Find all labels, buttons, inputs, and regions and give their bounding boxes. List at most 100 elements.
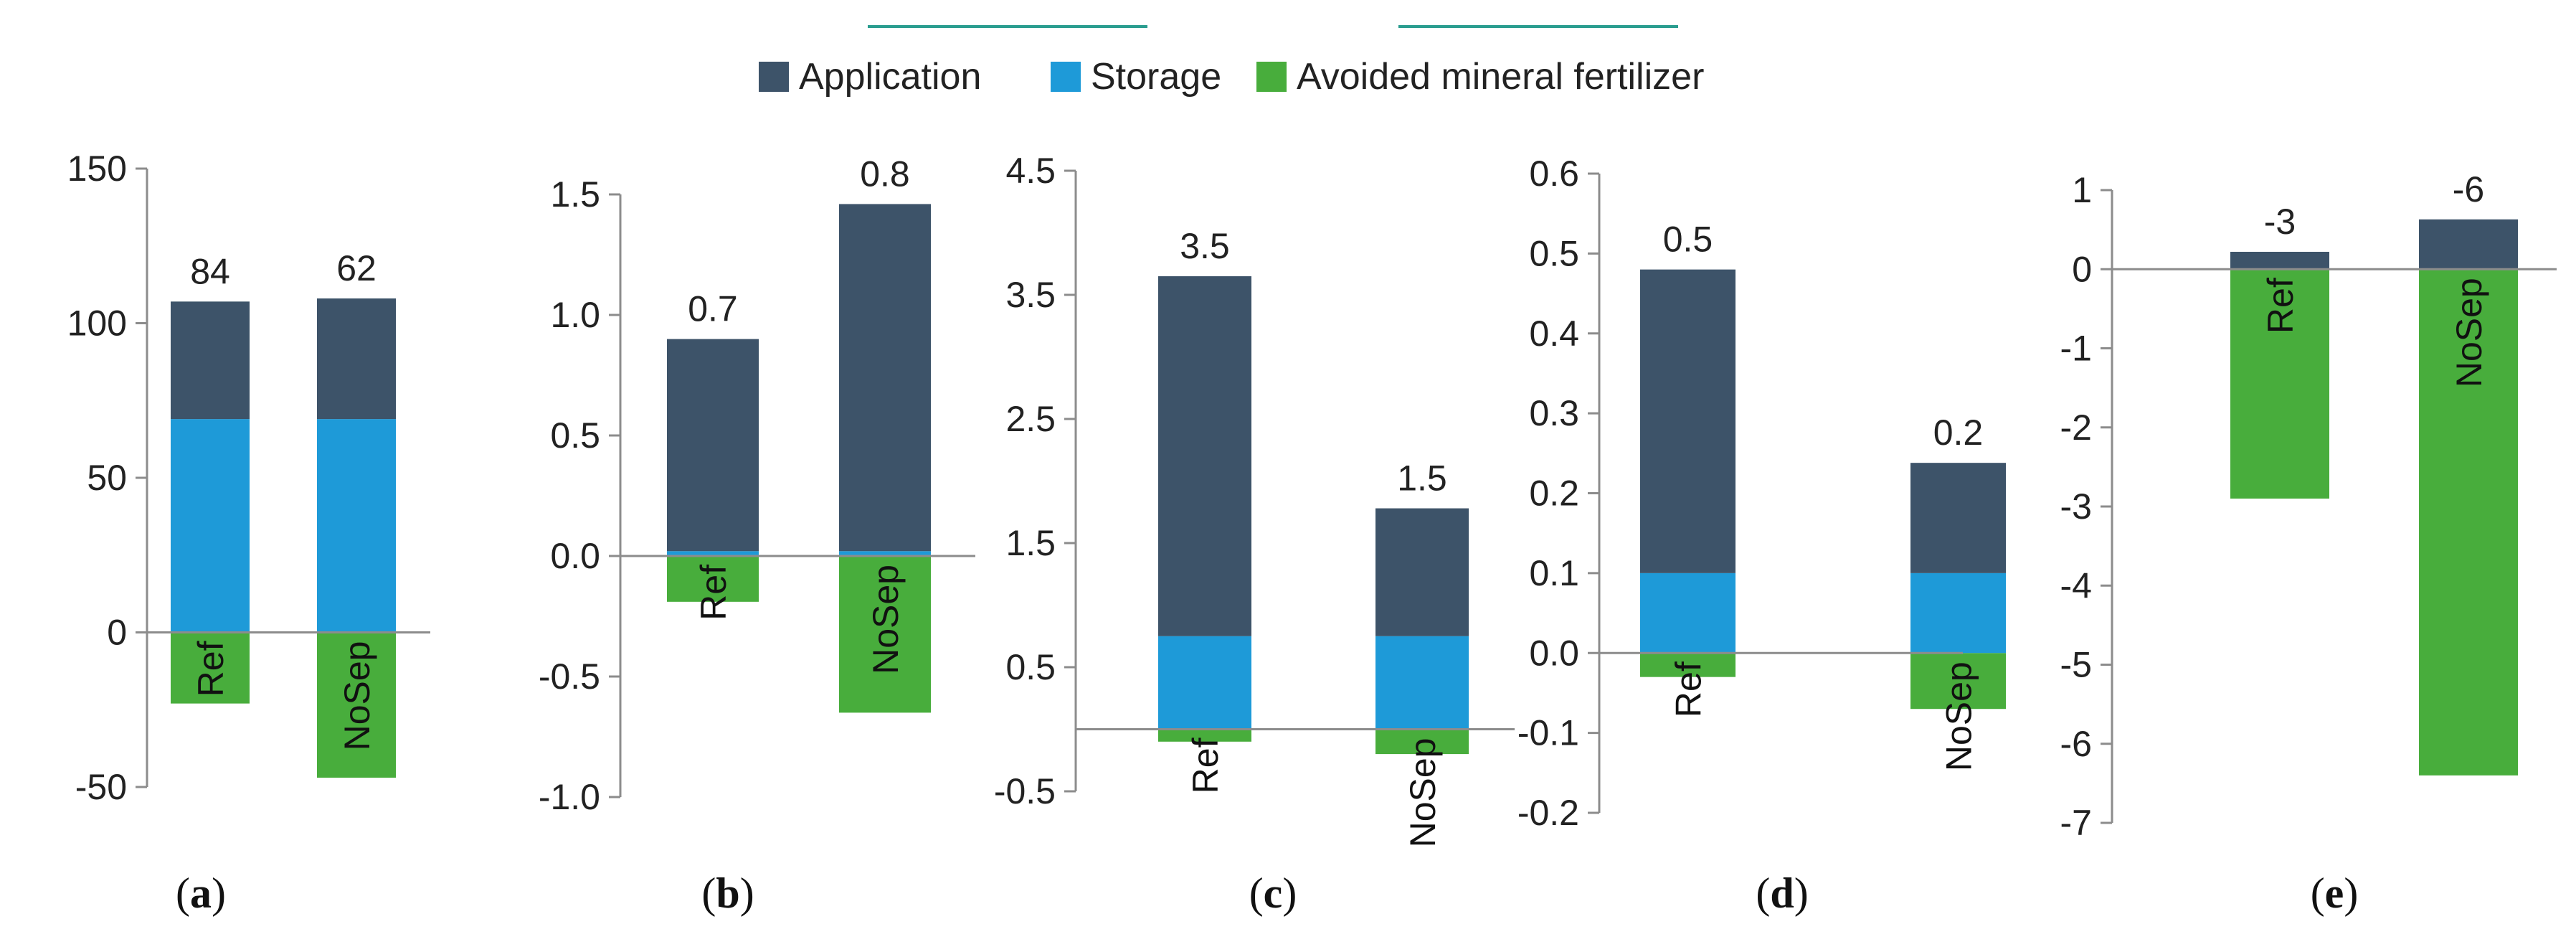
data-label: 0.7 [688,289,738,329]
y-tick-label: -0.2 [1517,793,1579,833]
y-tick-label: 1.5 [550,174,600,215]
bar-avoided-mineral-fertilizer [1640,653,1736,677]
bar-application [1640,269,1736,573]
y-tick-label: -2 [2060,407,2092,448]
bar-storage [667,551,759,556]
bar-avoided-mineral-fertilizer [839,556,931,713]
y-tick-label: -0.5 [994,771,1056,811]
legend-item: Avoided mineral fertilizer [1256,56,1704,98]
bar-application [171,301,250,420]
y-tick-label: 0 [2072,249,2092,289]
panel-e: -7 -6 -5 -4 -3 -2 -1 0 1 -3 Ref -6 NoSep (e) [2060,169,2557,917]
y-tick-label: 0.3 [1529,393,1579,433]
bar-application [2230,251,2329,270]
bar-storage [171,419,250,633]
y-tick-label: -0.5 [539,656,600,697]
data-label: 3.5 [1180,226,1230,266]
bar-avoided-mineral-fertilizer [317,632,396,778]
bar-avoided-mineral-fertilizer [2419,269,2518,776]
y-tick-label: 0.0 [1529,633,1579,673]
y-tick-label: 3.5 [1005,275,1056,315]
y-tick-label: 1.5 [1005,523,1056,563]
chart-panels: -5005010015084Ref62NoSep(a)-1.0-0.50.00.… [67,149,2557,917]
y-tick-label: 2.5 [1005,399,1056,439]
bar-application [839,204,931,552]
bar-application [2419,219,2518,270]
bar-avoided-mineral-fertilizer [667,556,759,602]
bar-avoided-mineral-fertilizer [1375,729,1469,755]
bar-application [317,298,396,420]
category-label: NoSep [2449,278,2489,387]
category-label: NoSep [1939,661,1979,771]
category-label: NoSep [1403,738,1443,848]
bar-avoided-mineral-fertilizer [1910,653,2006,710]
bar-avoided-mineral-fertilizer [2230,269,2329,499]
y-tick-label: 0.2 [1529,473,1579,514]
category-label: Ref [2260,278,2301,334]
bar-application [1375,508,1469,636]
bar-storage [317,419,396,633]
panel-label: (d) [1756,869,1808,917]
data-label: 1.5 [1397,458,1447,499]
y-tick-label: 0.4 [1529,314,1579,354]
y-tick-label: -4 [2060,565,2092,605]
y-tick-label: 150 [67,149,127,189]
bar-avoided-mineral-fertilizer [171,632,250,704]
y-tick-label: 0.0 [550,536,600,576]
bar-storage [839,551,931,556]
panel-a: -50 0 50 100 150 84 Ref 62 NoSep (a) [67,149,430,917]
y-tick-label: -0.1 [1517,713,1579,753]
y-tick-label: -3 [2060,486,2092,527]
panel-b: -1.0 -0.5 0.0 0.5 1.0 1.5 0.7 Ref 0.8 NoSep (b) [539,154,975,917]
y-tick-label: 0.5 [1529,233,1579,273]
data-label: 84 [190,251,230,291]
legend-item: Storage [1051,56,1221,98]
data-label: -3 [2264,202,2296,242]
bar-application [667,339,759,552]
data-label: 62 [336,248,377,288]
y-tick-label: -1.0 [539,777,600,817]
legend-label: Storage [1091,56,1221,98]
panel-label: (b) [701,869,754,917]
y-tick-label: 1 [2072,170,2092,210]
legend: Application Storage Avoided mineral fertil… [759,56,1704,98]
category-label: Ref [1669,661,1709,717]
legend-swatch [1051,62,1081,92]
data-label: 0.5 [1663,220,1713,260]
y-tick-label: -1 [2060,329,2092,369]
y-tick-label: 0 [107,613,127,653]
bar-storage [1158,636,1251,730]
legend-swatch [1256,62,1287,92]
legend-swatch [759,62,789,92]
data-label: 0.2 [1933,413,1984,453]
data-label: -6 [2453,169,2484,209]
y-tick-label: -5 [2060,645,2092,685]
category-label: Ref [1185,737,1226,793]
category-label: Ref [693,565,734,621]
y-tick-label: 4.5 [1005,151,1056,191]
y-tick-label: 100 [67,303,127,344]
bar-storage [1640,572,1736,654]
panel-label: (a) [176,869,226,917]
category-label: NoSep [866,565,906,674]
panel-c: -0.5 0.5 1.5 2.5 3.5 4.5 3.5 Ref 1.5 NoSep (c) [994,151,1515,917]
category-label: NoSep [337,641,377,751]
y-tick-label: -50 [75,767,127,807]
bar-application [1910,463,2006,573]
panel-label: (e) [2311,869,2359,917]
legend-item: Application [759,56,981,98]
y-tick-label: 0.6 [1529,154,1579,194]
y-tick-label: -6 [2060,724,2092,764]
bar-avoided-mineral-fertilizer [1158,729,1251,742]
bar-storage [1375,636,1469,730]
y-tick-label: 0.5 [1005,647,1056,687]
category-label: Ref [191,641,231,697]
y-tick-label: -7 [2060,803,2092,843]
y-tick-label: 1.0 [550,295,600,335]
legend-label: Avoided mineral fertilizer [1297,56,1704,98]
data-label: 0.8 [860,154,910,194]
panel-d: -0.2 -0.1 0.0 0.1 0.2 0.3 0.4 0.5 0.6 0.5 Ref 0.2 No… [1517,154,2006,917]
y-tick-label: 0.1 [1529,553,1579,593]
panel-label: (c) [1249,869,1297,917]
